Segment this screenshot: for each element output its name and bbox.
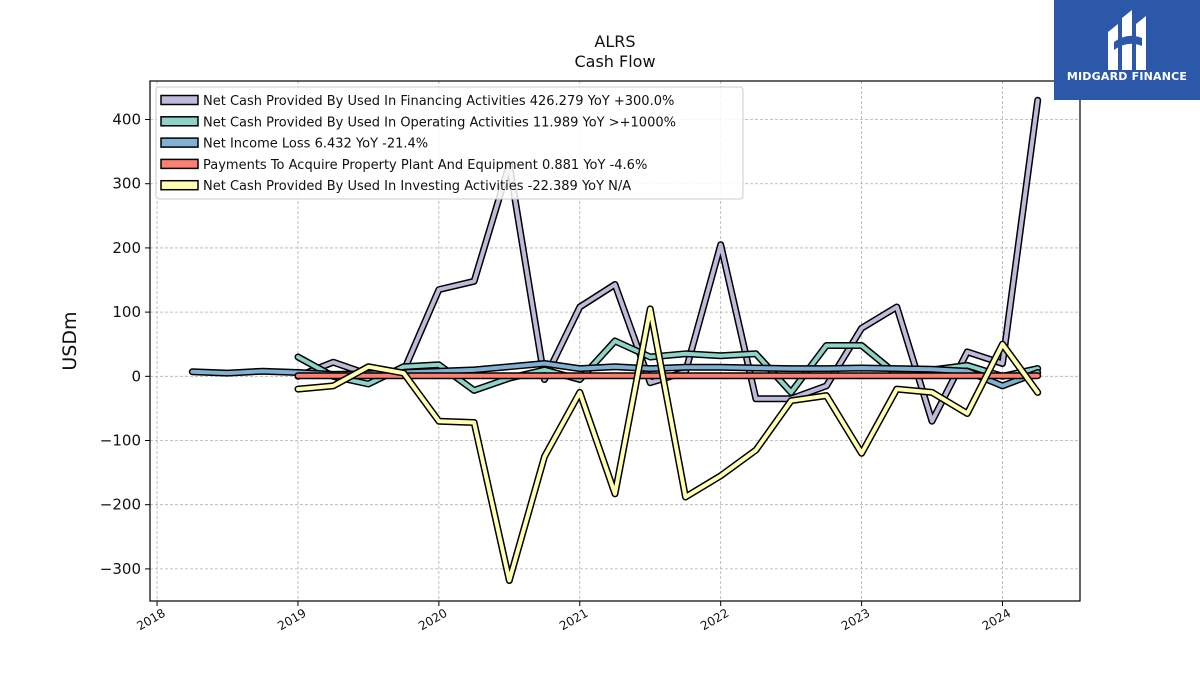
legend-entry: Net Cash Provided By Used In Investing A… xyxy=(160,179,631,194)
legend-box xyxy=(155,86,744,200)
legend-swatch xyxy=(160,94,199,106)
legend-entry: Net Cash Provided By Used In Operating A… xyxy=(160,115,676,130)
legend-swatch xyxy=(160,116,199,127)
x-tick-label: 2018 xyxy=(134,606,167,633)
brand-logo: MIDGARD FINANCE xyxy=(1054,0,1200,100)
plot-frame xyxy=(149,80,1081,602)
x-tick-label: 2024 xyxy=(980,606,1013,633)
y-tick-label: 200 xyxy=(112,239,141,257)
series-line-stroke xyxy=(296,306,1040,583)
legend-label: Net Income Loss 6.432 YoY -21.4% xyxy=(203,137,428,152)
legend-swatch xyxy=(160,179,199,191)
legend-entry: Net Cash Provided By Used In Financing A… xyxy=(160,94,674,109)
series-lines xyxy=(188,96,1042,584)
x-tick-label: 2019 xyxy=(275,606,308,633)
y-axis-label: USDm xyxy=(59,311,81,370)
legend-label: Net Cash Provided By Used In Investing A… xyxy=(203,179,631,194)
chart-title: ALRS xyxy=(594,32,635,51)
legend-label: Net Cash Provided By Used In Operating A… xyxy=(203,115,676,130)
y-tick-label: 100 xyxy=(112,303,141,321)
legend-swatch xyxy=(160,137,199,148)
series-line xyxy=(294,305,1042,584)
y-tick-label: 400 xyxy=(112,111,141,129)
x-tick-label: 2020 xyxy=(416,606,449,633)
y-tick-label: 0 xyxy=(131,367,141,385)
legend-label: Net Cash Provided By Used In Financing A… xyxy=(203,94,674,109)
midgard-logo-icon xyxy=(1108,10,1146,70)
legend-entry: Net Income Loss 6.432 YoY -21.4% xyxy=(160,137,428,152)
brand-name: MIDGARD FINANCE xyxy=(1066,70,1188,83)
legend: Net Cash Provided By Used In Financing A… xyxy=(155,86,744,200)
y-tick-label: 300 xyxy=(112,175,141,193)
legend-label: Payments To Acquire Property Plant And E… xyxy=(203,158,647,173)
legend-swatch xyxy=(160,158,199,170)
y-tick-label: −100 xyxy=(100,432,141,450)
x-tick-label: 2022 xyxy=(698,606,731,633)
legend-entry: Payments To Acquire Property Plant And E… xyxy=(160,158,647,173)
y-tick-label: −200 xyxy=(100,496,141,514)
x-tick-label: 2021 xyxy=(557,606,590,633)
x-tick-label: 2023 xyxy=(839,606,872,633)
chart-subtitle: Cash Flow xyxy=(574,52,655,71)
y-tick-label: −300 xyxy=(100,560,141,578)
